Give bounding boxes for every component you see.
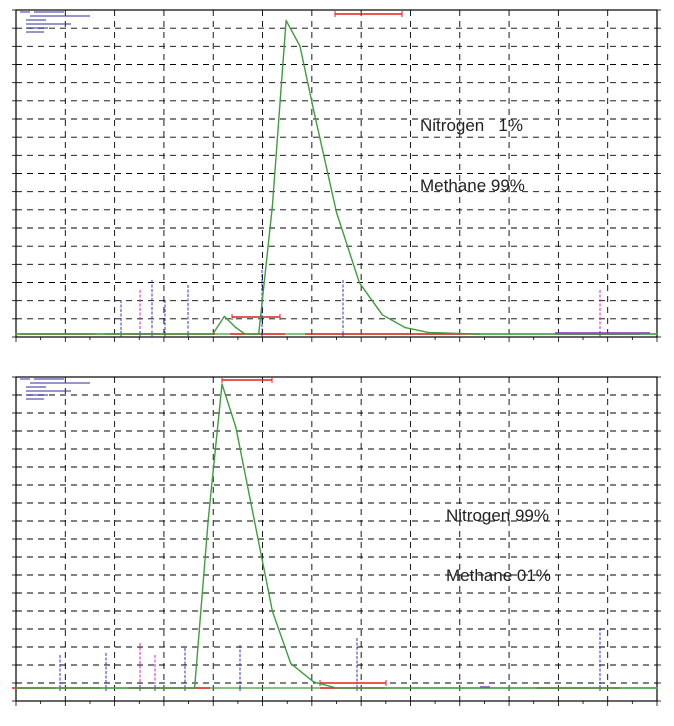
trace-data-point	[244, 333, 246, 335]
annotation-line-2: Methane 01%	[446, 566, 551, 585]
trace-data-point	[271, 205, 273, 207]
trace-data-point	[404, 327, 406, 329]
trace-data-point	[235, 327, 237, 329]
trace-data-point	[285, 19, 287, 21]
trace-data-point	[381, 314, 383, 316]
trace-data-point	[473, 333, 475, 335]
annotation-line-1: Nitrogen 99%	[446, 506, 550, 525]
trace-data-point	[235, 426, 237, 428]
chromatogram-top: Nitrogen 1% Methane 99%	[12, 9, 661, 342]
trace-data-point	[290, 662, 292, 664]
trace-data-point	[15, 333, 17, 335]
trace-data-point	[427, 331, 429, 333]
annotation-line-2: Methane 99%	[420, 176, 525, 195]
trace-data-point	[223, 315, 225, 317]
chromatogram-bottom: Nitrogen 99% Methane 01%	[0, 363, 674, 726]
trace-data-point	[358, 282, 360, 284]
trace-data-point	[221, 383, 223, 385]
header-info-block	[20, 378, 90, 400]
trace-data-point	[15, 687, 17, 689]
chromatogram-bottom-svg	[12, 376, 661, 706]
annotation-line-1: Nitrogen 1%	[420, 116, 523, 135]
trace-data-point	[656, 333, 658, 335]
trace-data-point	[656, 687, 658, 689]
trace-data-point	[194, 687, 196, 689]
trace-data-point	[313, 109, 315, 111]
trace-data-point	[299, 45, 301, 47]
trace-data-point	[258, 333, 260, 335]
trace-data-point	[212, 333, 214, 335]
composition-label-top: Nitrogen 1% Methane 99%	[420, 76, 525, 236]
chromatogram-trace	[16, 19, 657, 335]
header-info-block	[20, 11, 90, 33]
chromatogram-top-svg	[12, 9, 661, 342]
trace-data-point	[335, 687, 338, 689]
chromatogram-trace	[16, 383, 657, 689]
trace-data-point	[271, 610, 273, 612]
trace-data-point	[253, 518, 255, 520]
trace-data-point	[335, 211, 338, 213]
trace-data-point	[207, 518, 209, 520]
composition-label-bottom: Nitrogen 99% Methane 01%	[446, 466, 551, 626]
trace-data-point	[313, 681, 315, 683]
